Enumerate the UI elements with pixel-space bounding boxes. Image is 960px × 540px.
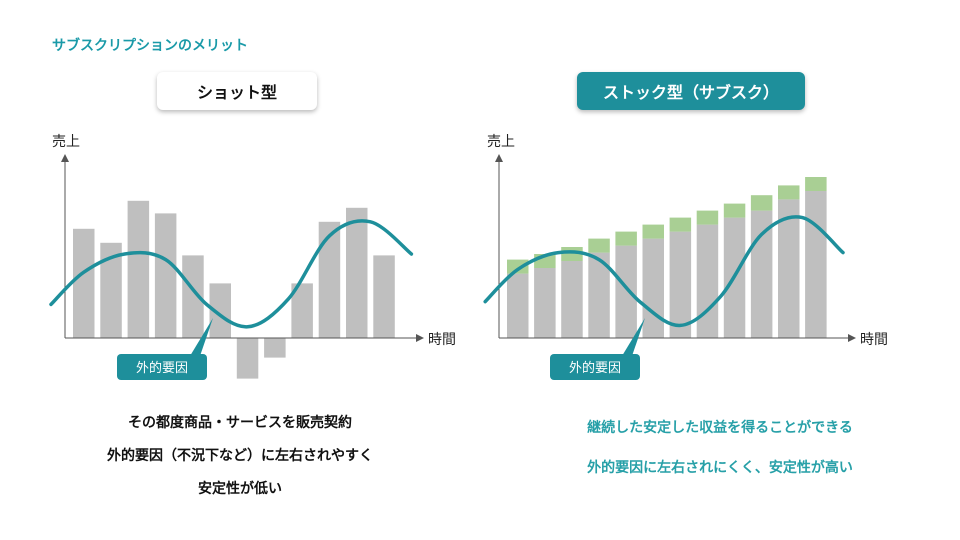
shot-callout-text: 外的要因 — [136, 360, 188, 376]
stock-bar-new-9 — [723, 203, 746, 218]
shot-bar-5 — [182, 255, 204, 338]
shot-bars — [73, 200, 395, 379]
stock-bar-new-4 — [588, 238, 610, 253]
stock-bar-recurring-6 — [642, 238, 664, 338]
stock-desc-line-1: 継続した安定した収益を得ることができる — [587, 420, 853, 436]
stock-bar-recurring-2 — [534, 268, 556, 338]
shot-bar-2 — [100, 242, 122, 338]
shot-bar-3 — [127, 200, 150, 338]
stock-bar-new-12 — [805, 177, 827, 191]
stock-bar-recurring-1 — [507, 273, 529, 338]
shot-chart: 売上 時間 外的要因 — [49, 134, 456, 380]
stock-chart: 売上 時間 外的要因 — [483, 134, 888, 380]
stock-bar-new-6 — [642, 224, 664, 239]
shot-bar-11 — [346, 207, 368, 338]
stock-bar-new-10 — [750, 195, 773, 211]
stock-bar-new-8 — [696, 210, 719, 225]
stock-bar-new-5 — [615, 231, 637, 246]
stock-bar-new-7 — [669, 217, 692, 232]
shot-bar-12 — [373, 255, 395, 338]
stock-callout-pointer — [622, 318, 645, 356]
stock-callout-text: 外的要因 — [569, 360, 621, 376]
stock-callout-box — [550, 354, 640, 380]
shot-desc-line-3: 安定性が低い — [198, 481, 282, 497]
stock-bar-recurring-3 — [561, 261, 583, 338]
stock-x-axis-label: 時間 — [860, 332, 888, 348]
shot-callout-pointer — [190, 318, 213, 356]
stock-type-label: ストック型（サブスク） — [577, 72, 805, 110]
page-title: サブスクリプションのメリット — [52, 38, 248, 54]
stock-bars — [507, 177, 827, 338]
shot-x-axis-label: 時間 — [428, 332, 456, 348]
stock-desc-line-2: 外的要因に左右されにくく、安定性が高い — [587, 460, 853, 476]
shot-bar-9 — [291, 283, 313, 338]
stock-bar-new-11 — [778, 185, 800, 200]
stock-y-axis-label: 売上 — [487, 134, 515, 150]
stock-bar-recurring-7 — [669, 231, 692, 338]
stock-bar-recurring-12 — [805, 191, 827, 338]
stock-callout: 外的要因 — [550, 318, 645, 380]
shot-type-label: ショット型 — [157, 72, 317, 110]
shot-bar-7 — [236, 338, 259, 379]
shot-y-axis-label: 売上 — [52, 134, 80, 150]
shot-callout: 外的要因 — [117, 318, 213, 380]
shot-desc-line-2: 外的要因（不況下など）に左右されやすく — [107, 448, 373, 464]
stock-external-factor-curve — [483, 215, 845, 328]
shot-bar-1 — [73, 228, 95, 338]
shot-desc-line-1: その都度商品・サービスを販売契約 — [128, 415, 352, 431]
shot-bar-10 — [318, 221, 341, 338]
shot-external-factor-curve — [49, 219, 414, 329]
stock-bar-new-1 — [507, 259, 529, 274]
stock-bar-recurring-11 — [778, 199, 800, 338]
shot-bar-4 — [154, 213, 177, 338]
shot-callout-box — [117, 354, 207, 380]
shot-bar-6 — [209, 283, 231, 338]
shot-bar-8 — [264, 338, 286, 358]
stock-bar-recurring-5 — [615, 245, 637, 338]
stock-bar-recurring-8 — [696, 224, 719, 338]
stock-bar-recurring-4 — [588, 252, 610, 338]
